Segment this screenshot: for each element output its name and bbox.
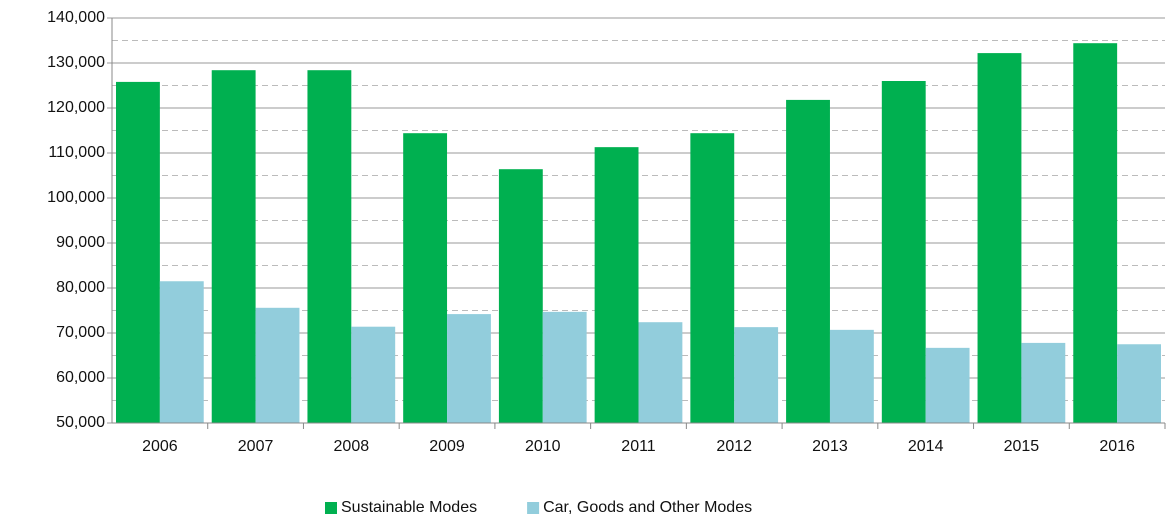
y-tick-label: 110,000 [48, 144, 105, 161]
y-tick-label: 90,000 [56, 234, 105, 251]
x-tick-label: 2009 [429, 438, 465, 455]
bar [1021, 342, 1066, 423]
x-tick-label: 2007 [238, 438, 274, 455]
y-tick-label: 50,000 [56, 414, 105, 431]
x-tick-label: 2011 [621, 438, 656, 455]
x-tick-label: 2008 [334, 438, 370, 455]
bar [638, 322, 683, 423]
y-tick-label: 130,000 [47, 54, 105, 71]
y-tick-label: 140,000 [47, 9, 105, 26]
bar [255, 307, 300, 423]
bar [977, 53, 1022, 423]
x-tick-label: 2015 [1004, 438, 1040, 455]
legend-label: Car, Goods and Other Modes [543, 499, 752, 516]
y-tick-label: 80,000 [56, 279, 105, 296]
bar [159, 281, 204, 423]
bar [351, 326, 396, 423]
y-tick-label: 120,000 [47, 99, 105, 116]
x-tick-label: 2006 [142, 438, 178, 455]
bar [116, 81, 160, 424]
x-tick-label: 2014 [908, 438, 944, 455]
legend-swatch [527, 502, 540, 514]
bar [594, 147, 639, 423]
x-tick-label: 2010 [525, 438, 561, 455]
bar [542, 311, 587, 423]
bar [881, 81, 926, 423]
x-tick-label: 2016 [1099, 438, 1135, 455]
bar [925, 347, 970, 423]
y-tick-label: 70,000 [56, 324, 105, 341]
x-tick-label: 2013 [812, 438, 848, 455]
y-tick-label: 60,000 [56, 369, 105, 386]
bar [498, 169, 543, 423]
bar [734, 327, 779, 423]
y-tick-label: 100,000 [47, 189, 105, 206]
bar [403, 133, 448, 423]
legend-label: Sustainable Modes [341, 499, 477, 516]
bar [786, 99, 830, 424]
bar [829, 329, 874, 423]
bar [1117, 344, 1161, 423]
bar [211, 70, 256, 423]
bar [1073, 43, 1118, 423]
bar [307, 70, 352, 423]
bar [447, 314, 491, 423]
legend-swatch [325, 502, 337, 514]
x-tick-label: 2012 [716, 438, 752, 455]
bar [690, 133, 735, 423]
